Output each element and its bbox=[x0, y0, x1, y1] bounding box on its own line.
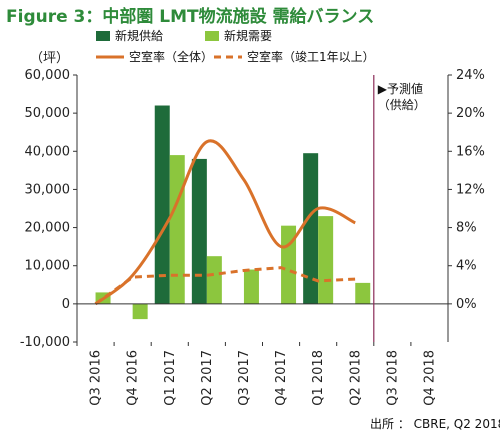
y-right-ticks: 0% 4% 8% 12% 16% 20% 24% bbox=[448, 68, 485, 312]
x-tick-label: Q4 2018 bbox=[422, 350, 437, 406]
source-note: 出所 ： CBRE, Q2 2018 bbox=[370, 417, 500, 431]
y-right-tick-label: 0% bbox=[456, 297, 477, 312]
y-left-tick-label: -10,000 bbox=[20, 335, 70, 350]
legend-label: 新規需要 bbox=[224, 28, 272, 43]
x-tick-label: Q4 2016 bbox=[126, 350, 141, 406]
bar-demand bbox=[318, 216, 334, 304]
x-tick-label: Q1 2017 bbox=[163, 350, 178, 406]
y-right-tick-label: 16% bbox=[456, 144, 485, 159]
y-left-tick-label: 0 bbox=[62, 297, 70, 312]
x-ticks: Q3 2016 Q4 2016 Q1 2017 Q2 2017 Q3 2017 Q4 20… bbox=[76, 342, 437, 406]
chart-title: Figure 3：中部圏 LMT物流施設 需給バランス bbox=[6, 6, 374, 27]
legend-swatch bbox=[96, 31, 110, 41]
x-tick-label: Q4 2017 bbox=[274, 350, 289, 406]
legend-swatch bbox=[205, 31, 219, 41]
y-left-axis-label: （坪） bbox=[30, 51, 69, 66]
y-left-tick-label: 10,000 bbox=[25, 259, 71, 274]
x-tick-label: Q1 2018 bbox=[311, 350, 326, 406]
legend-label: 空室率（全体） bbox=[129, 49, 213, 64]
y-left-tick-label: 50,000 bbox=[25, 106, 71, 121]
x-tick-label: Q2 2017 bbox=[200, 350, 215, 406]
forecast-label: ▶予測値 bbox=[378, 81, 423, 96]
y-left-tick-label: 40,000 bbox=[25, 144, 71, 159]
y-right-tick-label: 12% bbox=[456, 182, 485, 197]
y-left-tick-label: 20,000 bbox=[25, 221, 71, 236]
bar-demand bbox=[243, 269, 259, 304]
bar-demand bbox=[169, 155, 185, 304]
bar-supply bbox=[154, 105, 170, 304]
bar-demand bbox=[355, 282, 371, 304]
x-tick-label: Q3 2016 bbox=[89, 350, 104, 406]
x-tick-label: Q3 2017 bbox=[237, 350, 252, 406]
x-tick-label: Q3 2018 bbox=[385, 350, 400, 406]
legend-label: 新規供給 bbox=[115, 28, 163, 43]
legend-label: 空室率（竣工1年以上） bbox=[247, 49, 375, 64]
axes bbox=[76, 75, 449, 342]
bar-demand bbox=[206, 256, 222, 304]
y-right-tick-label: 4% bbox=[456, 259, 477, 274]
x-tick-label: Q2 2018 bbox=[348, 350, 363, 406]
bar-demand bbox=[281, 225, 297, 304]
y-left-tick-label: 60,000 bbox=[25, 68, 71, 83]
bar-demand bbox=[132, 303, 148, 320]
y-right-tick-label: 8% bbox=[456, 221, 477, 236]
bar-supply bbox=[191, 158, 207, 304]
forecast-marker: ▶予測値 （供給） bbox=[373, 75, 426, 342]
bar-supply bbox=[303, 153, 319, 304]
y-left-ticks: -10,000 0 10,000 20,000 30,000 40,000 50,000 60… bbox=[20, 68, 77, 350]
y-left-tick-label: 30,000 bbox=[25, 182, 71, 197]
forecast-label: （供給） bbox=[378, 98, 426, 112]
y-right-tick-label: 24% bbox=[456, 68, 485, 83]
lines bbox=[94, 139, 356, 306]
line-vacancy-overall bbox=[94, 139, 356, 306]
bars bbox=[95, 105, 371, 320]
y-right-tick-label: 20% bbox=[456, 106, 485, 121]
line-vacancy-mature bbox=[94, 266, 356, 306]
